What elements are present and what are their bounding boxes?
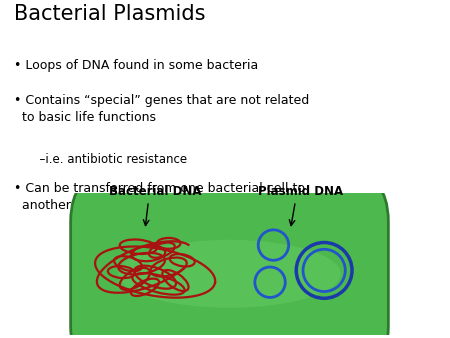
Text: Bacterial Plasmids: Bacterial Plasmids xyxy=(14,4,205,24)
Text: • Loops of DNA found in some bacteria: • Loops of DNA found in some bacteria xyxy=(14,59,258,72)
Text: • Contains “special” genes that are not related
  to basic life functions: • Contains “special” genes that are not … xyxy=(14,94,309,124)
Text: –i.e. antibiotic resistance: –i.e. antibiotic resistance xyxy=(32,153,187,166)
FancyBboxPatch shape xyxy=(71,169,388,338)
Ellipse shape xyxy=(118,240,341,308)
Text: Plasmid DNA: Plasmid DNA xyxy=(258,185,343,198)
Text: • Can be transferred from one bacterial cell to
  another: • Can be transferred from one bacterial … xyxy=(14,182,305,212)
Text: Bacterial DNA: Bacterial DNA xyxy=(109,185,202,198)
